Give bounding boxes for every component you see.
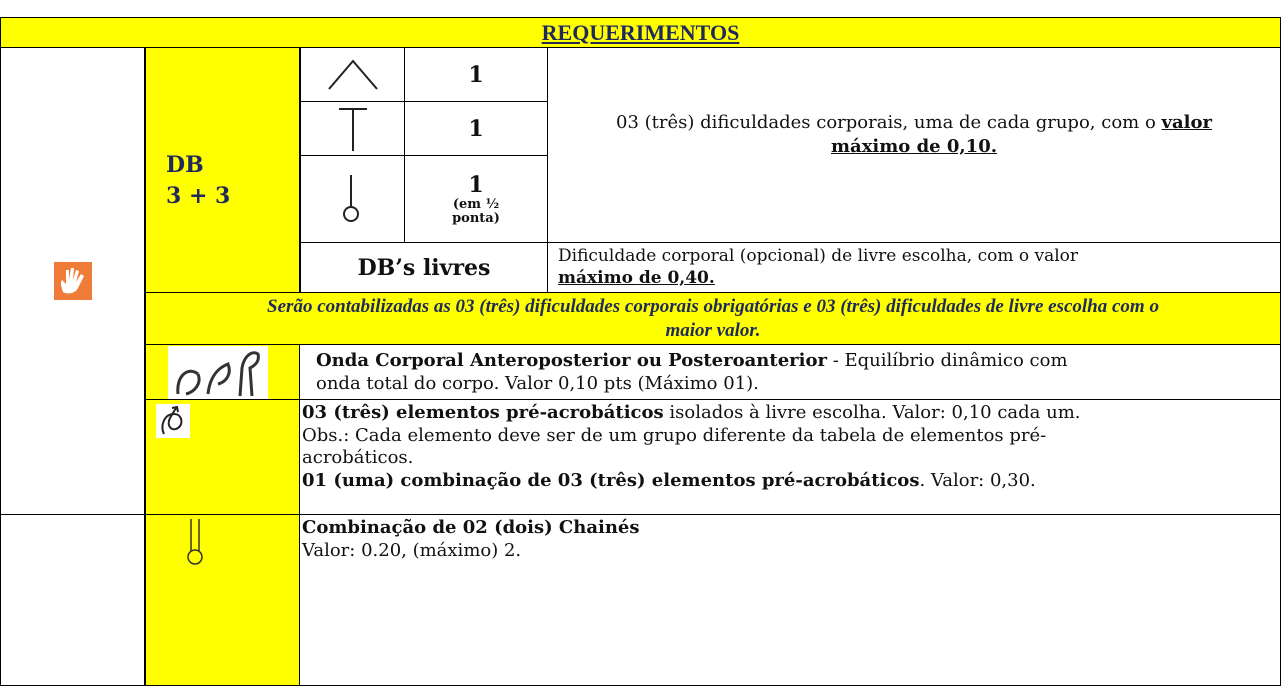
- acro-icon-cell: [145, 399, 300, 515]
- header-title: REQUERIMENTOS: [541, 19, 740, 45]
- symbol-cell: [300, 155, 405, 243]
- empty-cell: [0, 514, 145, 686]
- db-description-cell: 03 (três) dificuldades corporais, uma de…: [547, 47, 1281, 243]
- onda-figure: [168, 346, 268, 399]
- db-livres-emphasis: máximo de 0,40.: [558, 267, 715, 288]
- chaines-icon-cell: [145, 514, 300, 686]
- acro-obs: Obs.: Cada elemento deve ser de um grupo…: [302, 424, 1047, 469]
- value-cell: 1 (em ½ ponta): [404, 155, 548, 243]
- chaines-icon: [187, 519, 203, 565]
- chaines-title: Combinação de 02 (dois) Chainés: [302, 517, 640, 538]
- db-label: DB: [166, 152, 204, 178]
- symbol-cell: [300, 101, 405, 156]
- hand-icon: [53, 262, 92, 300]
- db-livres-label: DB’s livres: [357, 254, 491, 281]
- db-description: 03 (três) dificuldades corporais, uma de…: [616, 111, 1156, 133]
- chaines-cell: Combinação de 02 (dois) Chainés Valor: 0…: [299, 514, 1281, 686]
- hand-cell: [0, 47, 145, 515]
- chaines-text: Valor: 0.20, (máximo) 2.: [302, 539, 522, 561]
- symbol-jump: [338, 107, 367, 151]
- db-cell: DB 3 + 3: [145, 47, 300, 293]
- acro-text: isolados à livre escolha. Valor: 0,10 ca…: [669, 402, 1081, 423]
- acro-combination-title: 01 (uma) combinação de 03 (três) element…: [302, 469, 920, 491]
- symbol-note: (em ½ ponta): [452, 197, 500, 226]
- acro-title: 03 (três) elementos pré-acrobáticos: [302, 402, 664, 423]
- db-livres-description-cell: Dificuldade corporal (opcional) de livre…: [547, 242, 1281, 293]
- symbol-value: 1: [468, 172, 484, 199]
- db-description-emphasis: valor máximo de 0,10.: [830, 111, 1212, 157]
- symbol-balance: [327, 58, 378, 90]
- symbol-cell: [300, 47, 405, 102]
- onda-icon-cell: [145, 344, 300, 400]
- onda-text: - Equilíbrio dinâmico com onda total do …: [316, 349, 1068, 394]
- symbol-rotation: [342, 175, 359, 222]
- symbol-value: 1: [468, 115, 484, 142]
- acro-icon: [156, 404, 190, 438]
- onda-cell: Onda Corporal Anteroposterior ou Postero…: [299, 344, 1281, 400]
- note: Serão contabilizadas as 03 (três) dificu…: [267, 295, 1159, 341]
- db-livres-description: Dificuldade corporal (opcional) de livre…: [558, 246, 1079, 267]
- acro-cell: 03 (três) elementos pré-acrobáticos isol…: [299, 399, 1281, 515]
- db-count: 3 + 3: [166, 182, 231, 209]
- acro-combination-text: . Valor: 0,30.: [919, 469, 1036, 491]
- header-cell: REQUERIMENTOS: [0, 17, 1281, 48]
- db-livres-cell: DB’s livres: [300, 242, 548, 293]
- onda-title: Onda Corporal Anteroposterior ou Postero…: [316, 349, 827, 371]
- value-cell: 1: [404, 101, 548, 156]
- value-cell: 1: [404, 47, 548, 102]
- note-cell: Serão contabilizadas as 03 (três) dificu…: [145, 292, 1281, 345]
- symbol-value: 1: [468, 61, 484, 88]
